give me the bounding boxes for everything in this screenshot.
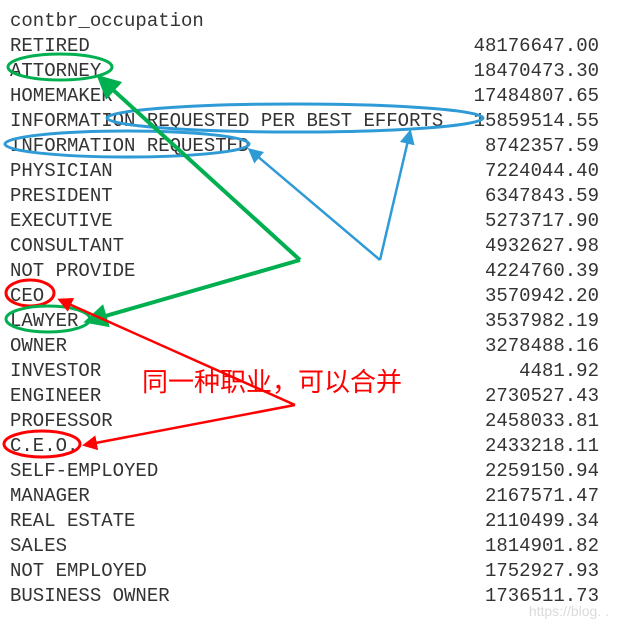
table-row: INFORMATION REQUESTED PER BEST EFFORTS15… — [10, 109, 609, 134]
occupation-value: 2458033.81 — [460, 409, 609, 434]
table-row: HOMEMAKER17484807.65 — [10, 84, 609, 109]
occupation-label: C.E.O. — [10, 434, 460, 459]
occupation-value: 4932627.98 — [460, 234, 609, 259]
occupation-label: SELF-EMPLOYED — [10, 459, 460, 484]
table-row: REAL ESTATE2110499.34 — [10, 509, 609, 534]
occupation-label: NOT PROVIDE — [10, 259, 460, 284]
column-header: contbr_occupation — [10, 10, 609, 32]
occupation-value: 2259150.94 — [460, 459, 609, 484]
table-row: CEO3570942.20 — [10, 284, 609, 309]
occupation-value: 1814901.82 — [460, 534, 609, 559]
occupation-label: REAL ESTATE — [10, 509, 460, 534]
table-row: SALES1814901.82 — [10, 534, 609, 559]
occupation-value: 2433218.11 — [460, 434, 609, 459]
occupation-value: 6347843.59 — [460, 184, 609, 209]
occupation-table: RETIRED48176647.00ATTORNEY18470473.30HOM… — [10, 34, 609, 609]
table-row: OWNER3278488.16 — [10, 334, 609, 359]
occupation-label: PRESIDENT — [10, 184, 460, 209]
occupation-value: 15859514.55 — [460, 109, 609, 134]
occupation-label: PHYSICIAN — [10, 159, 460, 184]
occupation-value: 17484807.65 — [460, 84, 609, 109]
watermark: https://blog. . — [529, 603, 609, 619]
occupation-label: OWNER — [10, 334, 460, 359]
occupation-label: INFORMATION REQUESTED PER BEST EFFORTS — [10, 109, 460, 134]
table-row: NOT EMPLOYED1752927.93 — [10, 559, 609, 584]
table-row: LAWYER3537982.19 — [10, 309, 609, 334]
occupation-label: INFORMATION REQUESTED — [10, 134, 460, 159]
table-row: C.E.O.2433218.11 — [10, 434, 609, 459]
occupation-value: 4481.92 — [460, 359, 609, 384]
occupation-label: HOMEMAKER — [10, 84, 460, 109]
occupation-value: 2730527.43 — [460, 384, 609, 409]
occupation-label: ATTORNEY — [10, 59, 460, 84]
occupation-label: CONSULTANT — [10, 234, 460, 259]
occupation-value: 1752927.93 — [460, 559, 609, 584]
occupation-label: SALES — [10, 534, 460, 559]
table-row: PROFESSOR2458033.81 — [10, 409, 609, 434]
table-row: MANAGER2167571.47 — [10, 484, 609, 509]
merge-annotation: 同一种职业，可以合并 — [142, 362, 402, 399]
occupation-value: 3537982.19 — [460, 309, 609, 334]
occupation-value: 5273717.90 — [460, 209, 609, 234]
occupation-label: EXECUTIVE — [10, 209, 460, 234]
occupation-value: 7224044.40 — [460, 159, 609, 184]
occupation-label: NOT EMPLOYED — [10, 559, 460, 584]
occupation-value: 4224760.39 — [460, 259, 609, 284]
table-row: PHYSICIAN7224044.40 — [10, 159, 609, 184]
occupation-label: MANAGER — [10, 484, 460, 509]
table-row: INFORMATION REQUESTED8742357.59 — [10, 134, 609, 159]
table-row: SELF-EMPLOYED2259150.94 — [10, 459, 609, 484]
occupation-label: PROFESSOR — [10, 409, 460, 434]
table-row: EXECUTIVE5273717.90 — [10, 209, 609, 234]
occupation-value: 8742357.59 — [460, 134, 609, 159]
occupation-value: 3570942.20 — [460, 284, 609, 309]
occupation-label: BUSINESS OWNER — [10, 584, 460, 609]
table-row: CONSULTANT4932627.98 — [10, 234, 609, 259]
table-row: RETIRED48176647.00 — [10, 34, 609, 59]
table-row: PRESIDENT6347843.59 — [10, 184, 609, 209]
occupation-value: 18470473.30 — [460, 59, 609, 84]
occupation-label: CEO — [10, 284, 460, 309]
table-row: ATTORNEY18470473.30 — [10, 59, 609, 84]
occupation-value: 2110499.34 — [460, 509, 609, 534]
occupation-label: LAWYER — [10, 309, 460, 334]
table-row: BUSINESS OWNER1736511.73 — [10, 584, 609, 609]
table-row: NOT PROVIDE4224760.39 — [10, 259, 609, 284]
occupation-value: 2167571.47 — [460, 484, 609, 509]
occupation-label: RETIRED — [10, 34, 460, 59]
occupation-value: 3278488.16 — [460, 334, 609, 359]
occupation-value: 48176647.00 — [460, 34, 609, 59]
